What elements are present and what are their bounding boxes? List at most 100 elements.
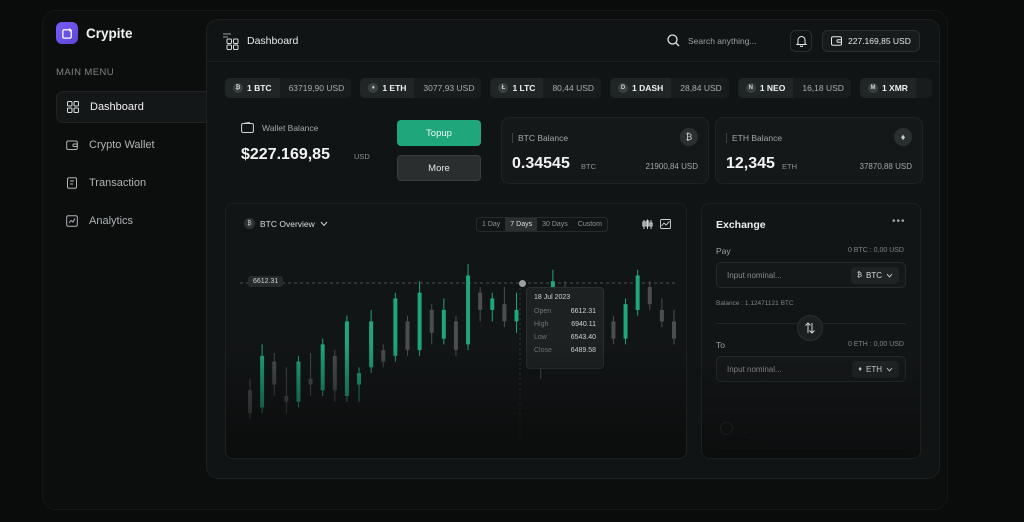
card-divider [512, 133, 513, 143]
btc-balance-card: BTC Balance ₿ 0.34545 BTC 21900,84 USD [501, 117, 709, 184]
info-icon [720, 422, 733, 435]
to-coin-select[interactable]: ♦ ETH [852, 361, 899, 378]
candle-body [284, 396, 289, 402]
more-options-icon[interactable]: ••• [892, 216, 906, 227]
candle-body [296, 361, 301, 402]
candle-body [405, 321, 410, 351]
candle-body [260, 355, 265, 408]
sidebar-item-crypto-wallet[interactable]: Crypto Wallet [56, 129, 234, 161]
notification-button[interactable] [790, 30, 812, 52]
tooltip-label: Open [534, 308, 552, 315]
main-panel: Dashboard Search anything... 227.169,85 … [206, 19, 940, 479]
tooltip-label: High [534, 321, 549, 328]
ticker-coin: 1 XMR [881, 83, 908, 93]
candle-body [441, 309, 446, 339]
candle-body [393, 298, 398, 356]
wallet-balance-unit: USD [354, 152, 370, 161]
to-amount-field[interactable]: Input nominal... ♦ ETH [716, 356, 906, 382]
pay-coin-select[interactable]: ₿ BTC [850, 267, 899, 284]
bitcoin-icon: ₿ [680, 128, 698, 146]
bitcoin-icon: ₿ [233, 83, 243, 93]
candle-body [514, 309, 519, 322]
wallet-balance-card: Wallet Balance $227.169,85 USD [225, 113, 491, 188]
btc-balance-value: 0.34545 [512, 155, 570, 172]
wallet-balance-value: $227.169,85 [241, 146, 330, 163]
pay-coin: BTC [866, 271, 882, 280]
pay-balance: Balance : 1.12471121 BTC [716, 300, 794, 307]
tooltip-row: Close 6489.58 [534, 347, 596, 354]
brand[interactable]: Crypite [56, 22, 133, 44]
ethereum-icon: ♦ [894, 128, 912, 146]
tooltip-value: 6940.11 [571, 321, 596, 328]
sidebar-item-analytics[interactable]: Analytics [56, 205, 234, 237]
candle-body [369, 321, 374, 368]
menu-section-title: MAIN MENU [56, 67, 114, 78]
eth-balance-value: 12,345 [726, 155, 775, 172]
wallet-balance-label: Wallet Balance [262, 123, 319, 133]
eth-balance-unit: ETH [782, 162, 797, 171]
pay-amount-field[interactable]: Input nominal... ₿ BTC [716, 262, 906, 288]
wallet-icon [831, 36, 842, 46]
litecoin-icon: Ł [498, 83, 509, 93]
crypite-logo-icon [56, 22, 78, 44]
sidebar-item-dashboard[interactable]: Dashboard [56, 91, 234, 123]
search-input[interactable]: Search anything... [688, 36, 757, 46]
chart-icon [66, 215, 78, 227]
pay-placeholder: Input nominal... [727, 271, 782, 280]
topup-button[interactable]: Topup [397, 120, 481, 146]
pay-label: Pay [716, 246, 731, 256]
candle-body [672, 321, 676, 339]
candlestick-chart[interactable] [226, 204, 687, 459]
eth-balance-card: ETH Balance ♦ 12,345 ETH 37870,88 USD [715, 117, 923, 184]
ticker-item-eth[interactable]: ♦ 1 ETH 3077,93 USD [360, 78, 482, 98]
candle-body [357, 373, 362, 385]
grid-menu-icon[interactable] [221, 31, 241, 51]
candle-body [320, 344, 325, 391]
candle-body [647, 286, 652, 305]
btc-balance-label: BTC Balance [518, 133, 569, 143]
ticker-coin: 1 BTC [247, 83, 272, 93]
more-button[interactable]: More [397, 155, 481, 181]
to-summary: 0 ETH : 0,00 USD [847, 341, 904, 348]
tooltip-value: 6543.40 [570, 334, 596, 341]
candle-body [611, 321, 616, 339]
eth-balance-label: ETH Balance [732, 133, 783, 143]
to-coin: ETH [866, 365, 882, 374]
sidebar-item-label: Crypto Wallet [89, 139, 155, 151]
header: Dashboard Search anything... 227.169,85 … [207, 20, 939, 62]
tooltip-date: 18 Jul 2023 [534, 294, 571, 301]
to-placeholder: Input nominal... [727, 365, 782, 374]
wallet-icon [241, 122, 254, 133]
tooltip-row: High 6940.11 [534, 321, 596, 328]
tooltip-value: 6489.58 [570, 347, 596, 354]
ticker-item-btc[interactable]: ₿ 1 BTC 63719,90 USD [225, 78, 352, 98]
candle-body [453, 321, 458, 351]
candle-body [466, 275, 471, 345]
btc-balance-usd: 21900,84 USD [645, 162, 698, 171]
exchange-divider [716, 448, 906, 449]
wallet-balance-button[interactable]: 227.169,85 USD [822, 30, 920, 52]
candle-body [272, 361, 277, 385]
tooltip-row: Open 6612.31 [534, 308, 596, 315]
card-divider [726, 133, 727, 143]
to-label: To [716, 340, 725, 350]
ticker-coin: 1 DASH [632, 83, 664, 93]
ethereum-icon: ♦ [858, 366, 862, 373]
ticker-coin: 1 NEO [759, 83, 786, 93]
chevron-down-icon [886, 367, 893, 372]
ticker-price: 16,18 USD [802, 83, 844, 93]
sidebar: Crypite MAIN MENU Dashboard Crypto Walle… [42, 10, 242, 510]
sidebar-item-transaction[interactable]: Transaction [56, 167, 234, 199]
search-icon[interactable] [667, 34, 680, 47]
candle-body [623, 304, 628, 339]
price-marker: 6612.31 [248, 276, 284, 287]
monero-icon: M [867, 83, 878, 93]
swap-button[interactable] [797, 315, 823, 341]
candle-body [308, 378, 313, 385]
ethereum-icon: ♦ [368, 83, 379, 93]
exchange-card: Exchange ••• Pay 0 BTC : 0,00 USD Input … [701, 203, 921, 459]
